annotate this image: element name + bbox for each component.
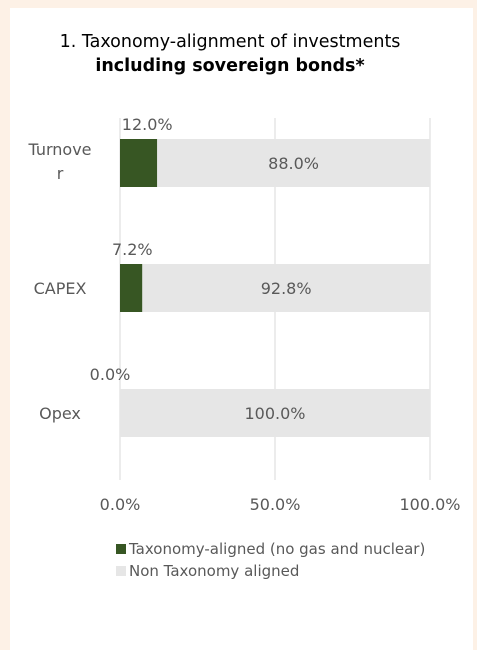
data-label-non-aligned: 88.0% [268, 154, 319, 173]
data-label-non-aligned: 92.8% [261, 279, 312, 298]
legend-item-non-aligned: Non Taxonomy aligned [116, 560, 446, 582]
chart-title-bold: including sovereign bonds* [95, 56, 365, 76]
data-label-aligned: 0.0% [90, 365, 131, 384]
category-label: Opex [39, 404, 81, 423]
chart-legend: Taxonomy-aligned (no gas and nuclear) No… [116, 538, 446, 582]
data-label-aligned: 7.2% [112, 240, 153, 259]
data-label-aligned: 12.0% [122, 115, 173, 134]
x-tick-label: 100.0% [399, 495, 460, 514]
legend-label-non-aligned: Non Taxonomy aligned [129, 562, 300, 580]
chart-title: 1. Taxonomy-alignment of investments inc… [30, 30, 430, 78]
legend-item-aligned: Taxonomy-aligned (no gas and nuclear) [116, 538, 446, 560]
chart-panel [10, 8, 473, 650]
legend-swatch-non-aligned [116, 566, 126, 576]
chart-title-text: 1. Taxonomy-alignment of investments [59, 32, 401, 52]
legend-label-aligned: Taxonomy-aligned (no gas and nuclear) [129, 540, 426, 558]
bar-aligned [120, 139, 158, 187]
bar-non-aligned [157, 139, 430, 187]
x-tick-label: 50.0% [250, 495, 301, 514]
bar-non-aligned [142, 264, 430, 312]
legend-swatch-aligned [116, 544, 126, 554]
x-tick-label: 0.0% [100, 495, 141, 514]
bar-non-aligned [120, 389, 430, 437]
bar-aligned [120, 264, 143, 312]
category-label: Turnove r [27, 140, 91, 183]
category-label: CAPEX [34, 279, 87, 298]
data-label-non-aligned: 100.0% [244, 404, 305, 423]
